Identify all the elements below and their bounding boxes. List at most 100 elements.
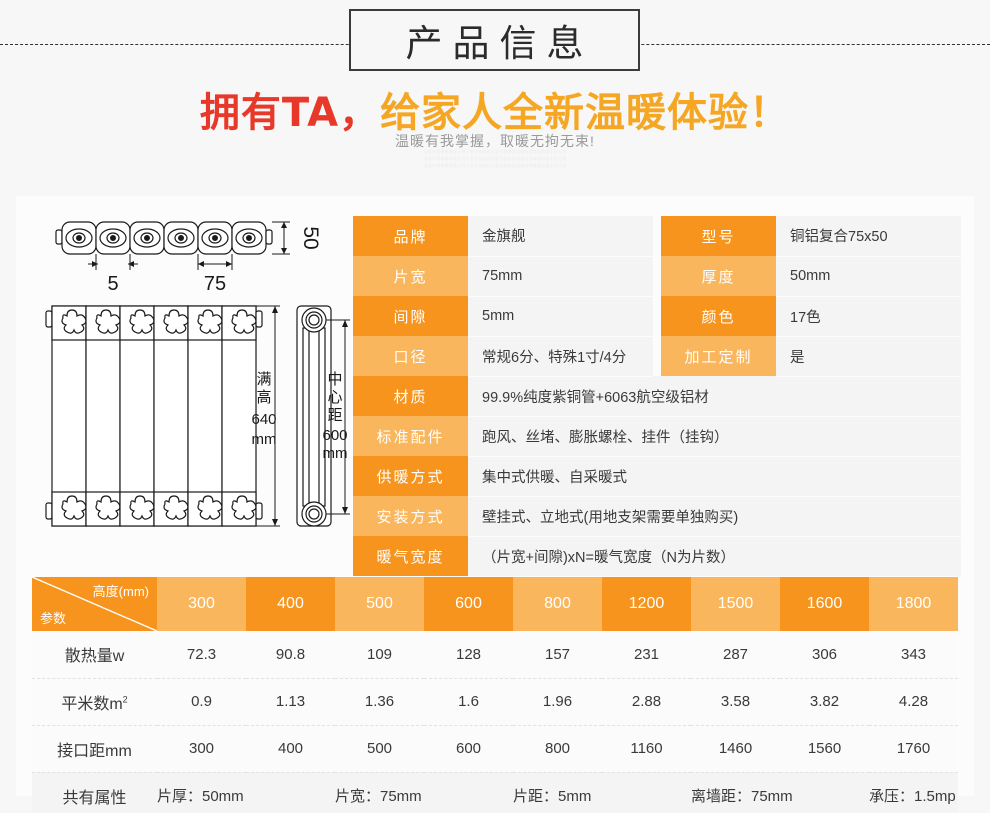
column-header-600: 600 [424, 577, 513, 631]
corner-parameter-label: 参数 [40, 611, 67, 626]
spec-label-accessories: 标准配件 [353, 416, 468, 456]
row-header-common-attributes: 共有属性 [32, 772, 157, 813]
spec-value-color: 17色 [776, 296, 961, 337]
spec-label-caliber: 口径 [353, 336, 468, 376]
cell-port-distance-1500: 1460 [691, 725, 780, 773]
spec-label-installation: 安装方式 [353, 496, 468, 536]
dim-gap-label: 5 [107, 273, 118, 295]
cell-heat-output-1800: 343 [869, 631, 958, 679]
spec-label-heating-mode: 供暖方式 [353, 456, 468, 496]
sub-headline: 温暖有我掌握，取暖无拘无束! [395, 133, 595, 149]
spec-gap [653, 256, 661, 296]
spec-value-custom: 是 [776, 336, 961, 377]
full-height-label-char1: 满 [256, 371, 271, 388]
table-row: 接口距mm 300 400 500 600 800 1160 1460 1560… [32, 725, 958, 773]
spec-value-caliber: 常规6分、特殊1寸/4分 [468, 336, 653, 377]
cell-port-distance-1800: 1760 [869, 725, 958, 773]
spec-row-heating-mode: 供暖方式 集中式供暖、自采暖式 [353, 456, 961, 497]
dim-full-height [256, 305, 280, 527]
column-header-1800: 1800 [869, 577, 958, 631]
common-attr-pressure: 承压：1.5mp [869, 772, 958, 813]
row-header-heat-output: 散热量w [32, 631, 157, 679]
background-watermark-text: 温暖有我掌握取暖无拘无束金旗舰铜铝复合散热器温暖有我掌握取暖无拘无束 温暖有我掌… [423, 149, 567, 168]
cell-square-meters-500: 1.36 [335, 678, 424, 726]
center-distance-label-char3: 距 [327, 407, 342, 424]
corner-height-label: 高度(mm) [92, 584, 149, 599]
side-view-group [296, 305, 332, 527]
spec-gap [653, 216, 661, 256]
spec-label-radiator-width: 暖气宽度 [353, 536, 468, 576]
cell-heat-output-1500: 287 [691, 631, 780, 679]
spec-value-accessories: 跑风、丝堵、膨胀螺栓、挂件（挂钩） [468, 416, 961, 457]
headline: 拥有TA，给家人全新温暖体验！ [0, 80, 990, 138]
spec-gap [653, 296, 661, 336]
spec-label-color: 颜色 [661, 296, 776, 336]
spec-value-gap: 5mm [468, 296, 653, 337]
page-header: 产品信息 拥有TA，给家人全新温暖体验！ 温暖有我掌握，取暖无拘无束! 温暖有我… [0, 0, 990, 190]
page-title: 产品信息 [405, 22, 594, 65]
cell-heat-output-1600: 306 [780, 631, 869, 679]
spec-value-installation: 壁挂式、立地式(用地支架需要单独购买) [468, 496, 961, 537]
center-distance-label-char2: 心 [327, 389, 342, 406]
spec-label-fin-width: 片宽 [353, 256, 468, 296]
front-view-group [45, 305, 263, 527]
column-header-400: 400 [246, 577, 335, 631]
headline-red-part: 拥有TA， [199, 90, 381, 136]
common-attr-fin-thickness: 片厚：50mm [157, 772, 335, 813]
cell-port-distance-300: 300 [157, 725, 246, 773]
spec-row-fin-width: 片宽 75mm 厚度 50mm [353, 256, 961, 297]
column-header-1600: 1600 [780, 577, 869, 631]
full-height-unit: mm [252, 431, 277, 448]
spec-table-element: 品牌 金旗舰 型号 铜铝复合75x50 片宽 75mm 厚度 50mm [353, 216, 961, 577]
spec-label-gap: 间隙 [353, 296, 468, 336]
cell-port-distance-1200: 1160 [602, 725, 691, 773]
cell-port-distance-500: 500 [335, 725, 424, 773]
spec-row-radiator-width: 暖气宽度 （片宽+间隙)xN=暖气宽度（N为片数） [353, 536, 961, 577]
cell-heat-output-600: 128 [424, 631, 513, 679]
spec-row-accessories: 标准配件 跑风、丝堵、膨胀螺栓、挂件（挂钩） [353, 416, 961, 457]
spec-value-fin-width: 75mm [468, 256, 653, 297]
cell-square-meters-1600: 3.82 [780, 678, 869, 726]
column-header-800: 800 [513, 577, 602, 631]
spec-row-installation: 安装方式 壁挂式、立地式(用地支架需要单独购买) [353, 496, 961, 537]
spec-row-gap: 间隙 5mm 颜色 17色 [353, 296, 961, 337]
center-distance-unit: mm [323, 445, 348, 462]
spec-label-material: 材质 [353, 376, 468, 416]
row-header-square-meters: 平米数m2 [32, 678, 157, 726]
spec-label-model: 型号 [661, 216, 776, 256]
parameter-data-table: 高度(mm) 参数 300 400 500 600 800 1200 1500 … [32, 577, 958, 813]
column-header-1500: 1500 [691, 577, 780, 631]
page-title-badge: 产品信息 [349, 9, 640, 71]
spec-row-material: 材质 99.9%纯度紫铜管+6063航空级铝材 [353, 376, 961, 417]
column-header-300: 300 [157, 577, 246, 631]
cell-heat-output-500: 109 [335, 631, 424, 679]
spec-value-model: 铜铝复合75x50 [776, 216, 961, 257]
spec-gap [653, 336, 661, 376]
spec-row-caliber: 口径 常规6分、特殊1寸/4分 加工定制 是 [353, 336, 961, 377]
cell-heat-output-800: 157 [513, 631, 602, 679]
specification-table: 品牌 金旗舰 型号 铜铝复合75x50 片宽 75mm 厚度 50mm [353, 216, 961, 577]
row-header-port-distance: 接口距mm [32, 725, 157, 773]
spec-value-heating-mode: 集中式供暖、自采暖式 [468, 456, 961, 497]
column-header-500: 500 [335, 577, 424, 631]
drawing-svg: 50 5 [45, 221, 350, 527]
corner-diagonal-line [32, 577, 157, 631]
table-row-common-attributes: 共有属性 片厚：50mm 片宽：75mm 片距：5mm 离墙距：75mm 承压：… [32, 772, 958, 813]
cell-square-meters-600: 1.6 [424, 678, 513, 726]
cell-square-meters-800: 1.96 [513, 678, 602, 726]
dim-depth-label: 50 [299, 226, 322, 249]
spec-value-radiator-width: （片宽+间隙)xN=暖气宽度（N为片数） [468, 536, 961, 577]
full-height-value: 640 [251, 411, 276, 428]
common-attr-fin-pitch: 片距：5mm [513, 772, 691, 813]
cell-square-meters-1200: 2.88 [602, 678, 691, 726]
spec-value-material: 99.9%纯度紫铜管+6063航空级铝材 [468, 376, 961, 417]
cell-square-meters-300: 0.9 [157, 678, 246, 726]
spec-label-thickness: 厚度 [661, 256, 776, 296]
cell-port-distance-400: 400 [246, 725, 335, 773]
cell-square-meters-1800: 4.28 [869, 678, 958, 726]
cell-heat-output-1200: 231 [602, 631, 691, 679]
parameter-table-header-row: 高度(mm) 参数 300 400 500 600 800 1200 1500 … [32, 577, 958, 631]
cell-port-distance-600: 600 [424, 725, 513, 773]
common-attr-wall-distance: 离墙距：75mm [691, 772, 869, 813]
